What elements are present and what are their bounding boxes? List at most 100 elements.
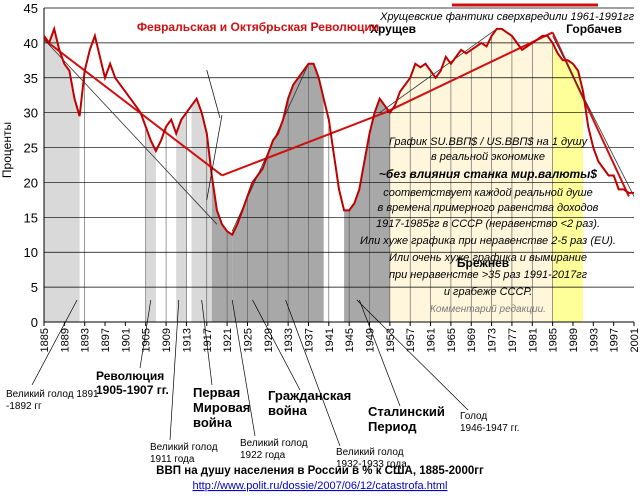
shaded-period-6 [232, 63, 324, 323]
leader-line [285, 299, 341, 447]
annotation-famine-1922-line: 1922 года [240, 450, 286, 461]
y-tick-label: 30 [24, 106, 38, 121]
shaded-period-7 [344, 98, 390, 322]
annotation-khrushchev-note: Хрущевские фантики сверхвредили 1961-199… [379, 11, 634, 23]
x-tick-label: 1913 [181, 328, 193, 352]
y-tick-label: 35 [24, 71, 38, 86]
y-tick-label: 25 [24, 141, 38, 156]
x-tick-label: 1985 [548, 328, 560, 352]
annotation-ww1-line: Мировая [193, 400, 250, 415]
y-tick-labels: 0 5 10 15 20 25 30 35 40 45 [24, 1, 38, 330]
x-tick-label: 1997 [609, 328, 621, 352]
annotation-famine-1911: Великий голод 1911 года [150, 442, 218, 465]
y-tick-label: 40 [24, 36, 38, 51]
annotation-stalin-period-line: Сталинский [368, 404, 445, 419]
annotations: Хрущевские фантики сверхвредили 1961-199… [6, 3, 635, 470]
chart-title: ВВП на душу населения в России в % к США… [156, 465, 484, 477]
annotation-famine-1946-line: 1946-1947 гг. [460, 423, 519, 434]
shaded-period-4 [191, 98, 212, 322]
leader-line [201, 299, 213, 386]
leader-line [206, 114, 223, 201]
x-tick-label: 1981 [527, 328, 539, 352]
y-axis-label: Проценты [0, 122, 14, 178]
annotation-famine-1932: Великий голод 1932-1933 года [336, 447, 407, 470]
x-tick-label: 2001 [629, 328, 640, 352]
trend-line [384, 31, 554, 114]
x-tick-labels: 1885 1889 1893 1897 1901 1905 1909 1913 1917 1921… [39, 322, 640, 352]
x-tick-label: 1901 [120, 328, 132, 352]
y-tick-label: 10 [24, 245, 38, 260]
x-tick-label: 1897 [100, 328, 112, 352]
annotation-famine-1932-line: Великий голод [336, 447, 404, 458]
annotation-revolutions: Февральская и Октябрьская Революции [137, 20, 379, 34]
y-tick-label: 0 [31, 315, 38, 330]
x-tick-label: 1917 [202, 328, 214, 352]
source-link[interactable]: http://www.polit.ru/dossie/2007/06/12/ca… [193, 480, 448, 492]
x-tick-label: 1929 [263, 328, 275, 352]
x-tick-label: 1909 [161, 328, 173, 352]
trend-line [43, 38, 223, 177]
annotation-civil-war: Гражданская война [268, 388, 351, 418]
series-line [43, 25, 634, 237]
x-tick-label: 1941 [324, 328, 336, 352]
annotation-leader-lines [31, 69, 469, 447]
gridlines [44, 7, 634, 288]
leader-line [139, 299, 152, 369]
annotation-famine-1911-line: Великий голод [150, 442, 218, 453]
annotation-civil-war-line: Гражданская [268, 388, 351, 403]
annotation-revolution-1905-line: Революция [96, 369, 164, 383]
guide-line [43, 39, 218, 225]
x-tick-label: 1949 [365, 328, 377, 352]
y-tick-label: 15 [24, 210, 38, 225]
annotation-note-line: График SU.ВВП$ / US.ВВП$ на 1 душу [389, 136, 589, 148]
x-tick-label: 1953 [385, 328, 397, 352]
axes [43, 8, 634, 323]
x-tick-label: 1921 [222, 328, 234, 352]
x-tick-label: 1973 [487, 328, 499, 352]
annotation-famine-1922: Великий голод 1922 года [240, 438, 308, 461]
leader-line [359, 299, 401, 407]
y-tick-label: 5 [31, 280, 38, 295]
annotation-note-line: при неравенстве >35 раз 1991-2017гг [389, 269, 588, 281]
annotation-famine-1891-line: -1892 гг [6, 401, 42, 412]
annotation-note-line: Комментарий редакции. [430, 304, 546, 315]
annotation-note-line: в реальной экономике [431, 151, 545, 163]
x-tick-label: 1965 [446, 328, 458, 352]
x-tick-label: 1989 [568, 328, 580, 352]
annotation-famine-1911-line: 1911 года [150, 454, 195, 465]
x-tick-label: 1969 [466, 328, 478, 352]
trend-line [221, 111, 386, 177]
annotation-note-line: соответствует каждой реальной душе [383, 187, 593, 199]
annotation-note-line: ~без влияния станка мир.валюты$ [379, 167, 598, 181]
y-tick-label: 20 [24, 175, 38, 190]
annotation-ww1-line: Первая [193, 385, 240, 400]
annotation-khrushchev: Хрущев [370, 22, 416, 36]
x-tick-label: 1925 [242, 328, 254, 352]
annotation-civil-war-line: война [268, 403, 308, 418]
leader-line [31, 299, 78, 386]
annotation-famine-1891: Великий голод 1891 -1892 гг [6, 389, 99, 412]
annotation-ww1: Первая Мировая война [193, 385, 250, 430]
x-tick-label: 1885 [39, 328, 51, 352]
shaded-period-1 [44, 28, 80, 323]
x-tick-label: 1957 [405, 328, 417, 352]
guide-line [379, 28, 497, 113]
annotation-note-line: 1917-1985гг в СССР (неравенство <2 раз). [376, 218, 600, 230]
annotation-brezhnev: Брежнев [457, 256, 509, 270]
annotation-revolution-1905: Революция 1905-1907 гг. [96, 369, 169, 397]
annotation-ww1-line: война [193, 415, 233, 430]
annotation-stalin-period-line: Период [368, 419, 417, 434]
y-tick-label: 45 [24, 1, 38, 16]
annotation-gorbachev: Горбачев [566, 22, 622, 36]
leader-line [252, 299, 301, 391]
annotation-revolution-1905-line: 1905-1907 гг. [96, 383, 169, 397]
shaded-period-2 [145, 126, 156, 322]
leader-line [169, 299, 180, 441]
annotation-famine-1922-line: Великий голод [240, 438, 308, 449]
x-tick-label: 1945 [344, 328, 356, 352]
annotation-revolutions-line: Февральская и Октябрьская Революции [137, 20, 379, 34]
x-tick-label: 1937 [303, 328, 315, 352]
leader-line [206, 69, 221, 119]
annotation-famine-1946: Голод 1946-1947 гг. [460, 411, 519, 434]
